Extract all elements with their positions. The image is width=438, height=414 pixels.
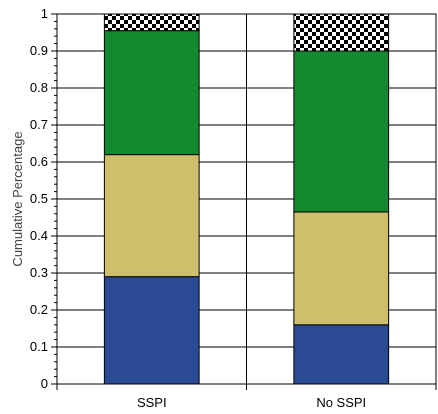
y-tick-label: 0.6: [30, 154, 48, 169]
y-tick-label: 0.8: [30, 80, 48, 95]
bar-segment-no-sspi-0: [293, 324, 390, 385]
y-tick-label: 0: [41, 376, 48, 391]
y-tick-label: 0.7: [30, 117, 48, 132]
y-tick-label: 0.4: [30, 228, 48, 243]
bar-segment-sspi-0: [103, 276, 200, 385]
bars-group: [103, 13, 390, 385]
bar-segment-sspi-1: [103, 154, 200, 278]
y-axis-title: Cumulative Percentage: [10, 131, 25, 266]
y-tick-label: 0.2: [30, 302, 48, 317]
bar-segment-sspi-3: [103, 13, 200, 32]
y-tick-label: 0.3: [30, 265, 48, 280]
bar-segment-sspi-2: [103, 30, 200, 156]
x-tick-label: SSPI: [137, 395, 167, 410]
y-tick-label: 0.9: [30, 43, 48, 58]
bar-segment-no-sspi-2: [293, 50, 390, 213]
bar-segment-no-sspi-3: [293, 13, 390, 52]
x-axis: SSPI No SSPI: [56, 384, 437, 410]
y-axis: 0 0.1 0.2 0.3 0.4 0.5 0.6 0.7 0.8 0.9 1: [30, 6, 57, 391]
y-tick-label: 1: [41, 6, 48, 21]
x-tick-label: No SSPI: [316, 395, 366, 410]
y-tick-label: 0.1: [30, 339, 48, 354]
bar-segment-no-sspi-1: [293, 211, 390, 326]
y-tick-label: 0.5: [30, 191, 48, 206]
